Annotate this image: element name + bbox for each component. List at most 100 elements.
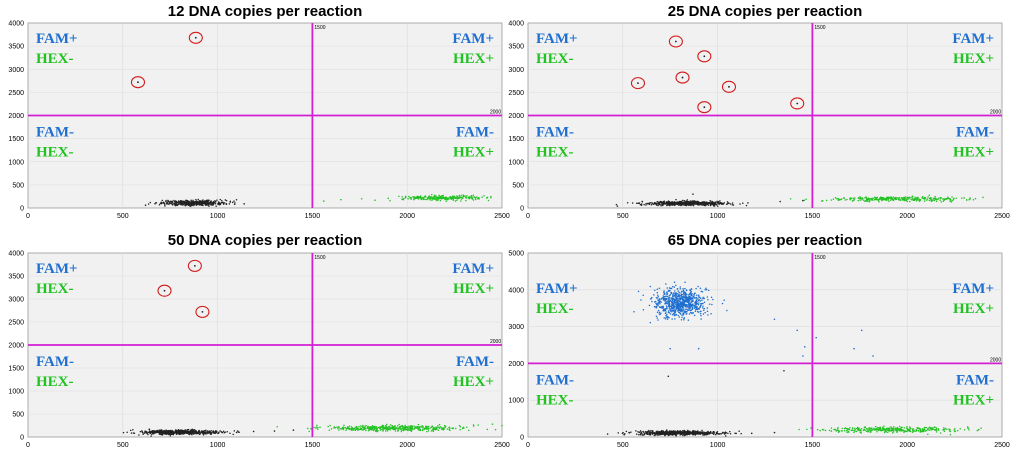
- negative-droplet: [190, 202, 192, 205]
- negative-droplet: [122, 431, 125, 434]
- negative-droplet: [163, 430, 165, 433]
- negative-droplet: [675, 431, 677, 433]
- fam-droplet: [669, 289, 671, 292]
- fam-droplet: [689, 311, 692, 314]
- hex-droplet: [966, 199, 968, 201]
- fam-droplet: [702, 313, 705, 315]
- negative-droplet: [164, 205, 166, 207]
- positive-droplet-circle: [187, 259, 202, 272]
- sparse-droplet: [374, 199, 376, 201]
- hex-droplet: [946, 428, 948, 430]
- fam-droplet: [703, 307, 706, 310]
- negative-droplet: [699, 202, 702, 205]
- fam-droplet: [676, 302, 678, 305]
- hex-droplet: [439, 197, 441, 200]
- negative-droplet: [180, 431, 182, 433]
- negative-droplet: [694, 431, 697, 434]
- hex-droplet: [877, 426, 879, 429]
- hex-droplet: [422, 426, 425, 428]
- hex-droplet: [487, 199, 490, 202]
- y-tick-label: 5000: [508, 251, 524, 258]
- fam-droplet: [671, 303, 673, 306]
- fam-droplet: [703, 297, 706, 300]
- hex-droplet: [844, 199, 847, 201]
- negative-droplet: [615, 203, 618, 206]
- hex-droplet: [906, 197, 908, 200]
- hex-droplet: [943, 199, 945, 201]
- hex-droplet: [415, 427, 417, 429]
- y-tick-label: 4000: [8, 21, 24, 28]
- hex-droplet: [486, 428, 489, 431]
- hex-droplet: [402, 427, 405, 430]
- hex-droplet: [834, 428, 837, 431]
- hex-droplet: [458, 424, 461, 427]
- sparse-droplet: [252, 430, 255, 433]
- negative-droplet: [185, 199, 188, 201]
- y-tick-label: 4000: [8, 251, 24, 258]
- fam-droplet: [684, 306, 687, 308]
- hex-droplet: [878, 198, 880, 201]
- negative-droplet: [709, 430, 712, 433]
- hex-droplet: [445, 198, 447, 200]
- hex-droplet: [848, 428, 851, 431]
- negative-droplet: [144, 430, 147, 433]
- negative-droplet: [731, 203, 734, 206]
- fam-droplet: [699, 300, 702, 302]
- negative-droplet: [151, 433, 153, 436]
- fam-droplet: [723, 299, 725, 301]
- negative-droplet: [132, 428, 134, 431]
- hex-droplet: [431, 425, 433, 427]
- negative-droplet: [212, 200, 215, 203]
- quadrant-label-fam-neg-hex-pos-fam: FAM-: [456, 125, 494, 141]
- negative-droplet: [701, 203, 704, 205]
- fam-droplet: [663, 298, 665, 300]
- negative-droplet: [676, 203, 679, 206]
- sparse-droplet: [292, 429, 295, 431]
- hex-droplet: [452, 197, 454, 200]
- hex-droplet: [470, 194, 473, 197]
- fam-droplet: [693, 314, 696, 317]
- fam-droplet: [662, 310, 664, 312]
- negative-droplet: [155, 431, 158, 433]
- negative-droplet: [708, 432, 711, 435]
- fam-droplet: [695, 287, 697, 290]
- hex-droplet: [892, 196, 895, 198]
- negative-droplet: [681, 201, 683, 204]
- hex-droplet: [386, 423, 388, 426]
- fam-droplet: [687, 309, 689, 312]
- negative-droplet: [201, 203, 204, 205]
- hex-droplet: [864, 426, 867, 428]
- negative-droplet: [177, 200, 180, 202]
- x-tick-label: 2000: [399, 442, 415, 449]
- negative-droplet: [674, 201, 676, 204]
- negative-droplet: [683, 430, 686, 432]
- hex-droplet: [903, 427, 906, 429]
- hex-droplet: [348, 427, 350, 429]
- x-tick-label: 2500: [494, 442, 510, 449]
- fam-droplet: [682, 292, 685, 294]
- fam-droplet: [697, 298, 699, 300]
- quadrant-label-fam-pos-hex-neg-hex: HEX-: [36, 281, 74, 297]
- negative-droplet: [212, 430, 215, 432]
- hex-droplet: [382, 428, 384, 430]
- negative-droplet: [177, 202, 179, 204]
- hex-droplet: [798, 428, 800, 431]
- negative-droplet: [177, 203, 180, 206]
- hex-droplet: [424, 195, 427, 197]
- sparse-droplet: [491, 423, 494, 425]
- hex-droplet: [454, 200, 457, 202]
- positive-droplet-circle: [130, 76, 146, 89]
- hex-droplet: [887, 199, 890, 201]
- negative-droplet: [653, 434, 656, 437]
- hex-droplet: [906, 426, 908, 428]
- hex-droplet: [977, 428, 980, 431]
- hex-droplet: [438, 194, 440, 196]
- negative-droplet: [731, 202, 734, 204]
- fam-droplet: [676, 301, 678, 303]
- fam-droplet: [702, 297, 704, 300]
- hex-droplet: [877, 429, 880, 432]
- hex-droplet: [342, 428, 344, 431]
- negative-droplet: [159, 429, 161, 431]
- negative-droplet: [170, 200, 172, 203]
- fam-droplet: [702, 296, 704, 299]
